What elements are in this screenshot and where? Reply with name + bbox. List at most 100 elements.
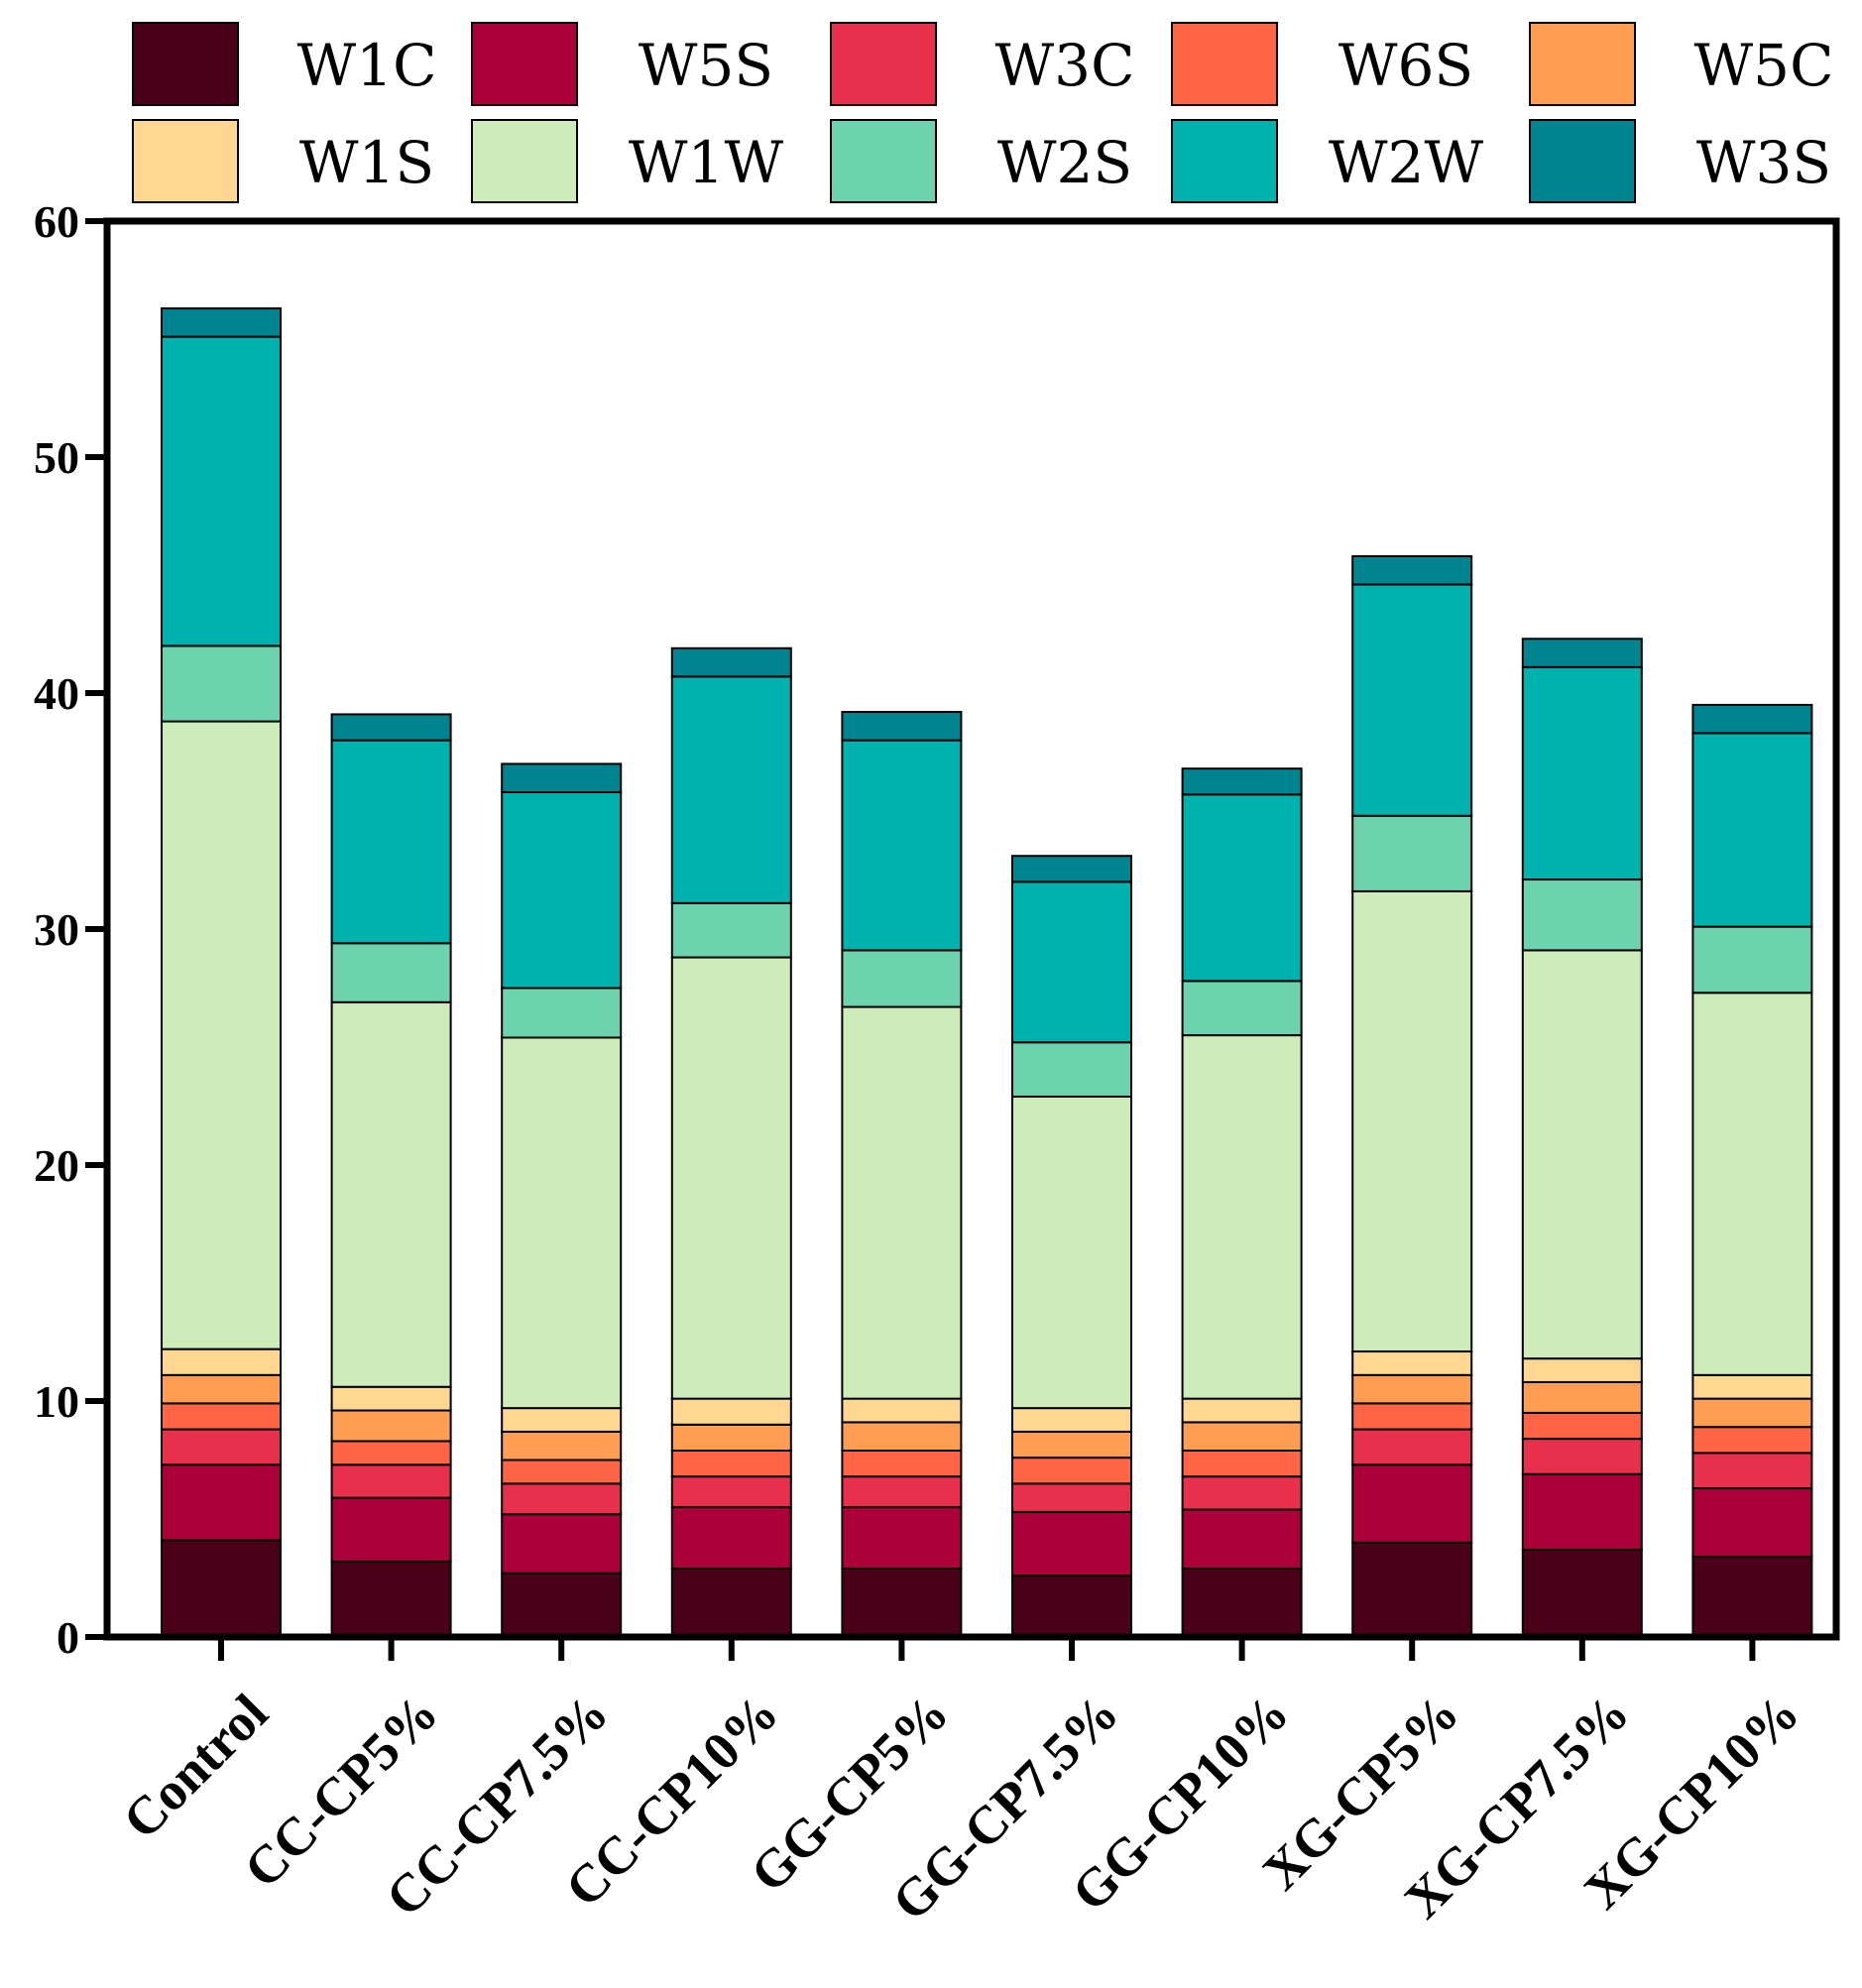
bar-segment-w5s-10 — [1691, 1487, 1813, 1559]
bar-segment-w1c-2 — [330, 1560, 452, 1638]
bar-segment-w1s-6 — [1011, 1407, 1132, 1433]
bar-segment-w5c-5 — [841, 1421, 963, 1452]
legend-label-w2w: W2W — [1329, 129, 1484, 196]
bar-segment-w2s-2 — [330, 942, 452, 1003]
bar-segment-w3c-7 — [1181, 1475, 1303, 1511]
bar-segment-w3s-5 — [841, 711, 963, 742]
bar-segment-w6s-9 — [1521, 1411, 1643, 1441]
legend-swatch-w5c — [1529, 22, 1636, 106]
bar-segment-w5s-1 — [161, 1463, 282, 1542]
bar-segment-w1c-8 — [1351, 1541, 1473, 1639]
bar-segment-w1c-5 — [841, 1567, 963, 1638]
bar-segment-w2w-6 — [1011, 880, 1132, 1044]
legend-swatch-w1s — [132, 119, 239, 203]
bar-segment-w1w-4 — [670, 956, 792, 1400]
legend-swatch-w3s — [1529, 119, 1636, 203]
x-tick-label: Control — [111, 1683, 279, 1850]
bar-segment-w1w-3 — [501, 1036, 623, 1410]
legend-label-w5c: W5C — [1694, 32, 1834, 99]
legend: W1C W5S W3C W6S W5C W1S W1W W2S W2W W3S — [132, 22, 1834, 203]
legend-label-w5s: W5S — [639, 32, 773, 99]
bar-segment-w1w-9 — [1521, 949, 1643, 1360]
bar-segment-w5c-6 — [1011, 1430, 1132, 1460]
bar-segment-w6s-10 — [1691, 1426, 1813, 1455]
bar-segment-w2s-3 — [501, 987, 623, 1039]
bar-segment-w1s-1 — [161, 1347, 282, 1376]
legend-swatch-w3c — [830, 22, 937, 106]
bar-segment-w1c-4 — [670, 1567, 792, 1638]
bar-segment-w2w-8 — [1351, 583, 1473, 817]
bar-segment-w6s-3 — [501, 1459, 623, 1485]
bar-segment-w1s-5 — [841, 1397, 963, 1424]
bar-segment-w5c-9 — [1521, 1380, 1643, 1414]
y-tick-label: 50 — [34, 432, 79, 483]
bar-segment-w1c-7 — [1181, 1567, 1303, 1638]
bar-segment-w5s-7 — [1181, 1508, 1303, 1570]
bar-segment-w2s-8 — [1351, 814, 1473, 892]
bar-segment-w3c-6 — [1011, 1482, 1132, 1513]
bar-segment-w2w-7 — [1181, 793, 1303, 983]
y-tick-label: 20 — [34, 1140, 79, 1191]
bar-segment-w6s-8 — [1351, 1402, 1473, 1431]
y-tick-label: 0 — [57, 1612, 79, 1663]
bar-segment-w1w-1 — [161, 720, 282, 1350]
legend-swatch-w6s — [1171, 22, 1278, 106]
bars-layer — [161, 307, 1813, 1639]
bar-segment-w3c-5 — [841, 1475, 963, 1509]
bar-segment-w2w-3 — [501, 790, 623, 990]
bar-segment-w5s-4 — [670, 1506, 792, 1570]
bar-segment-w5c-4 — [670, 1423, 792, 1452]
bar-segment-w5s-8 — [1351, 1463, 1473, 1544]
bar-segment-w6s-5 — [841, 1449, 963, 1478]
bar-segment-w1c-1 — [161, 1539, 282, 1639]
bar-segment-w3s-7 — [1181, 767, 1303, 796]
bar-segment-w3s-3 — [501, 762, 623, 793]
bar-segment-w5c-7 — [1181, 1421, 1303, 1452]
bar-segment-w1s-3 — [501, 1407, 623, 1433]
bar-segment-w2w-5 — [841, 739, 963, 952]
bar-segment-w5s-3 — [501, 1513, 623, 1575]
bar-segment-w2s-6 — [1011, 1041, 1132, 1098]
bar-segment-w5c-3 — [501, 1430, 623, 1462]
bar-segment-w3s-2 — [330, 713, 452, 742]
bar-segment-w1s-8 — [1351, 1350, 1473, 1376]
bar-segment-w3s-4 — [670, 646, 792, 678]
bar-segment-w3s-10 — [1691, 703, 1813, 735]
bar-segment-w3s-8 — [1351, 554, 1473, 586]
legend-label-w3c: W3C — [995, 32, 1135, 99]
bar-segment-w5s-6 — [1011, 1510, 1132, 1578]
bar-segment-w1c-9 — [1521, 1548, 1643, 1638]
bar-segment-w1w-6 — [1011, 1095, 1132, 1410]
bar-segment-w3c-3 — [501, 1482, 623, 1516]
bar-segment-w2w-2 — [330, 739, 452, 945]
bar-segment-w2s-5 — [841, 949, 963, 1008]
bar-segment-w2w-9 — [1521, 665, 1643, 881]
bar-segment-w1w-10 — [1691, 992, 1813, 1376]
bar-segment-w3s-6 — [1011, 855, 1132, 883]
legend-label-w1s: W1S — [299, 129, 434, 196]
bar-segment-w3c-1 — [161, 1428, 282, 1466]
bar-segment-w2s-7 — [1181, 980, 1303, 1037]
bar-segment-w1c-6 — [1011, 1575, 1132, 1638]
bar-segment-w2w-4 — [670, 675, 792, 904]
bar-segment-w5c-10 — [1691, 1397, 1813, 1429]
bar-segment-w5s-5 — [841, 1506, 963, 1570]
bar-segment-w1s-2 — [330, 1385, 452, 1412]
bar-segment-w3c-10 — [1691, 1452, 1813, 1490]
y-tick-label: 30 — [34, 904, 79, 955]
y-tick-label: 10 — [34, 1376, 79, 1427]
legend-label-w3s: W3S — [1696, 129, 1831, 196]
bar-segment-w3s-9 — [1521, 638, 1643, 668]
legend-label-w2s: W2S — [997, 129, 1132, 196]
bar-segment-w2s-9 — [1521, 878, 1643, 952]
bar-segment-w1c-10 — [1691, 1556, 1813, 1638]
bar-segment-w5s-9 — [1521, 1472, 1643, 1551]
bar-segment-w6s-1 — [161, 1402, 282, 1431]
legend-swatch-w2w — [1171, 119, 1278, 203]
bar-segment-w1w-8 — [1351, 889, 1473, 1353]
y-tick-label: 60 — [34, 196, 79, 247]
bar-segment-w5s-2 — [330, 1496, 452, 1563]
bar-segment-w1s-9 — [1521, 1357, 1643, 1383]
bar-segment-w5c-1 — [161, 1373, 282, 1405]
